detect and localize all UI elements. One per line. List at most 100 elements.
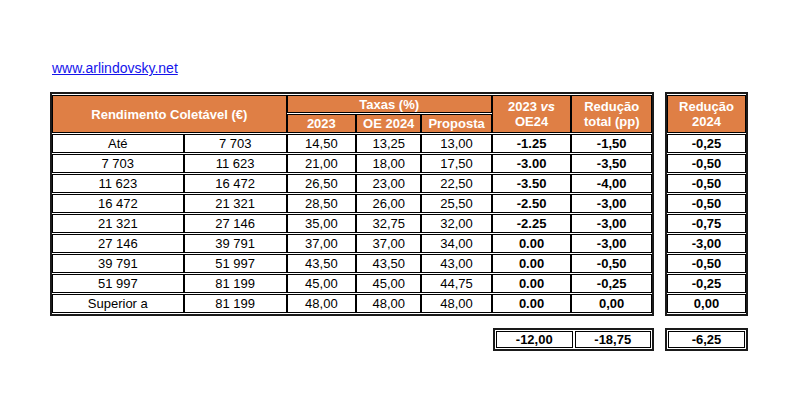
diff-2023-vs-oe24: 0.00 (492, 234, 572, 253)
bracket-to: 11 623 (184, 154, 287, 173)
bracket-to: 39 791 (184, 234, 287, 253)
rate-proposta: 13,00 (421, 134, 491, 153)
diff-2023-vs-oe24: 0.00 (492, 294, 572, 313)
rate-oe2024: 45,00 (356, 274, 421, 293)
total-reducao-2024: -6,25 (668, 331, 745, 348)
rate-oe2024: 23,00 (356, 174, 421, 193)
rate-oe2024: 32,75 (356, 214, 421, 233)
table-row: Superior a 81 199 48,00 48,00 48,00 0.00… (52, 294, 652, 313)
table-row: 7 703 11 623 21,00 18,00 17,50 -3.00 -3,… (52, 154, 652, 173)
reducao-2024-value: -0,50 (667, 154, 746, 173)
rate-proposta: 25,50 (421, 194, 491, 213)
reducao-total-value: -1,50 (571, 134, 652, 153)
reducao-2024-value: -0,50 (667, 194, 746, 213)
vs-word: vs (541, 99, 555, 114)
rate-proposta: 43,00 (421, 254, 491, 273)
header-rendimento-coletavel: Rendimento Coletável (€) (52, 95, 287, 133)
reducao-total-value: -0,50 (571, 254, 652, 273)
table-row: Até 7 703 14,50 13,25 13,00 -1.25 -1,50 (52, 134, 652, 153)
reducao-2024-value: -0,50 (667, 254, 746, 273)
table-row: -0,75 (667, 214, 746, 233)
vs-part2: OE24 (515, 114, 548, 129)
header-col-2023: 2023 (287, 114, 356, 133)
reducao-2024-value: -0,50 (667, 174, 746, 193)
reducao-2024-value: 0,00 (667, 294, 746, 313)
rate-2023: 26,50 (287, 174, 356, 193)
rate-oe2024: 37,00 (356, 234, 421, 253)
reducao-2024-value: -3,00 (667, 234, 746, 253)
rate-oe2024: 43,50 (356, 254, 421, 273)
header-reducao-2024: Redução 2024 (667, 95, 746, 133)
table-row: 27 146 39 791 37,00 37,00 34,00 0.00 -3,… (52, 234, 652, 253)
reducao-total-value: -3,00 (571, 194, 652, 213)
total-reducao-total: -18,75 (575, 331, 652, 348)
totals-box-reducao-2024: -6,25 (665, 328, 748, 351)
rate-proposta: 34,00 (421, 234, 491, 253)
rate-2023: 37,00 (287, 234, 356, 253)
bracket-to: 21 321 (184, 194, 287, 213)
bracket-from: 27 146 (52, 234, 184, 253)
bracket-from: Até (52, 134, 184, 153)
table-row: -0,50 (667, 154, 746, 173)
rate-proposta: 17,50 (421, 154, 491, 173)
header-2023-vs-oe24: 2023 vs OE24 (492, 95, 572, 133)
reducao-total-value: -4,00 (571, 174, 652, 193)
reducao-total-value: -3,00 (571, 234, 652, 253)
reducao-2024-table: Redução 2024 -0,25 -0,50 -0,50 -0,50 -0,… (665, 92, 748, 316)
bracket-to: 81 199 (184, 294, 287, 313)
table-row: -0,25 (667, 274, 746, 293)
rate-proposta: 48,00 (421, 294, 491, 313)
bracket-to: 27 146 (184, 214, 287, 233)
table-row: -0,50 (667, 174, 746, 193)
rate-proposta: 32,00 (421, 214, 491, 233)
table-row: 51 997 81 199 45,00 45,00 44,75 0.00 -0,… (52, 274, 652, 293)
bracket-from: 51 997 (52, 274, 184, 293)
table-row: 0,00 (667, 294, 746, 313)
table-row: -3,00 (667, 234, 746, 253)
totals-box-main: -12,00 -18,75 (493, 328, 654, 351)
bracket-from: 11 623 (52, 174, 184, 193)
diff-2023-vs-oe24: -1.25 (492, 134, 572, 153)
header-row: Redução 2024 (667, 95, 746, 133)
rate-proposta: 44,75 (421, 274, 491, 293)
bracket-to: 7 703 (184, 134, 287, 153)
rate-2023: 14,50 (287, 134, 356, 153)
bracket-from: 7 703 (52, 154, 184, 173)
diff-2023-vs-oe24: -3.50 (492, 174, 572, 193)
table-row: -0,50 (667, 254, 746, 273)
reducao-total-value: -0,25 (571, 274, 652, 293)
tax-brackets-table: Rendimento Coletável (€) Taxas (%) 2023 … (50, 92, 654, 316)
bracket-from: Superior a (52, 294, 184, 313)
diff-2023-vs-oe24: -2.50 (492, 194, 572, 213)
bracket-to: 81 199 (184, 274, 287, 293)
bracket-from: 16 472 (52, 194, 184, 213)
header-col-oe2024: OE 2024 (356, 114, 421, 133)
rate-proposta: 22,50 (421, 174, 491, 193)
reducao-2024-value: -0,75 (667, 214, 746, 233)
bracket-from: 39 791 (52, 254, 184, 273)
rate-oe2024: 13,25 (356, 134, 421, 153)
table-row: -0,25 (667, 134, 746, 153)
vs-part1: 2023 (508, 99, 537, 114)
table-row: 16 472 21 321 28,50 26,00 25,50 -2.50 -3… (52, 194, 652, 213)
header-row-1: Rendimento Coletável (€) Taxas (%) 2023 … (52, 95, 652, 113)
rate-2023: 45,00 (287, 274, 356, 293)
rate-oe2024: 26,00 (356, 194, 421, 213)
diff-2023-vs-oe24: -2.25 (492, 214, 572, 233)
reducao-2024-value: -0,25 (667, 134, 746, 153)
diff-2023-vs-oe24: 0.00 (492, 274, 572, 293)
rate-2023: 28,50 (287, 194, 356, 213)
rate-oe2024: 18,00 (356, 154, 421, 173)
bracket-to: 51 997 (184, 254, 287, 273)
header-col-proposta: Proposta (421, 114, 491, 133)
page: www.arlindovsky.net Rendimento Coletável… (0, 0, 803, 401)
table-row: -0,50 (667, 194, 746, 213)
table-row: 11 623 16 472 26,50 23,00 22,50 -3.50 -4… (52, 174, 652, 193)
header-reducao-total: Redução total (pp) (571, 95, 652, 133)
rate-oe2024: 48,00 (356, 294, 421, 313)
rate-2023: 35,00 (287, 214, 356, 233)
bracket-to: 16 472 (184, 174, 287, 193)
reducao-total-value: 0,00 (571, 294, 652, 313)
bracket-from: 21 321 (52, 214, 184, 233)
site-link[interactable]: www.arlindovsky.net (52, 60, 178, 76)
